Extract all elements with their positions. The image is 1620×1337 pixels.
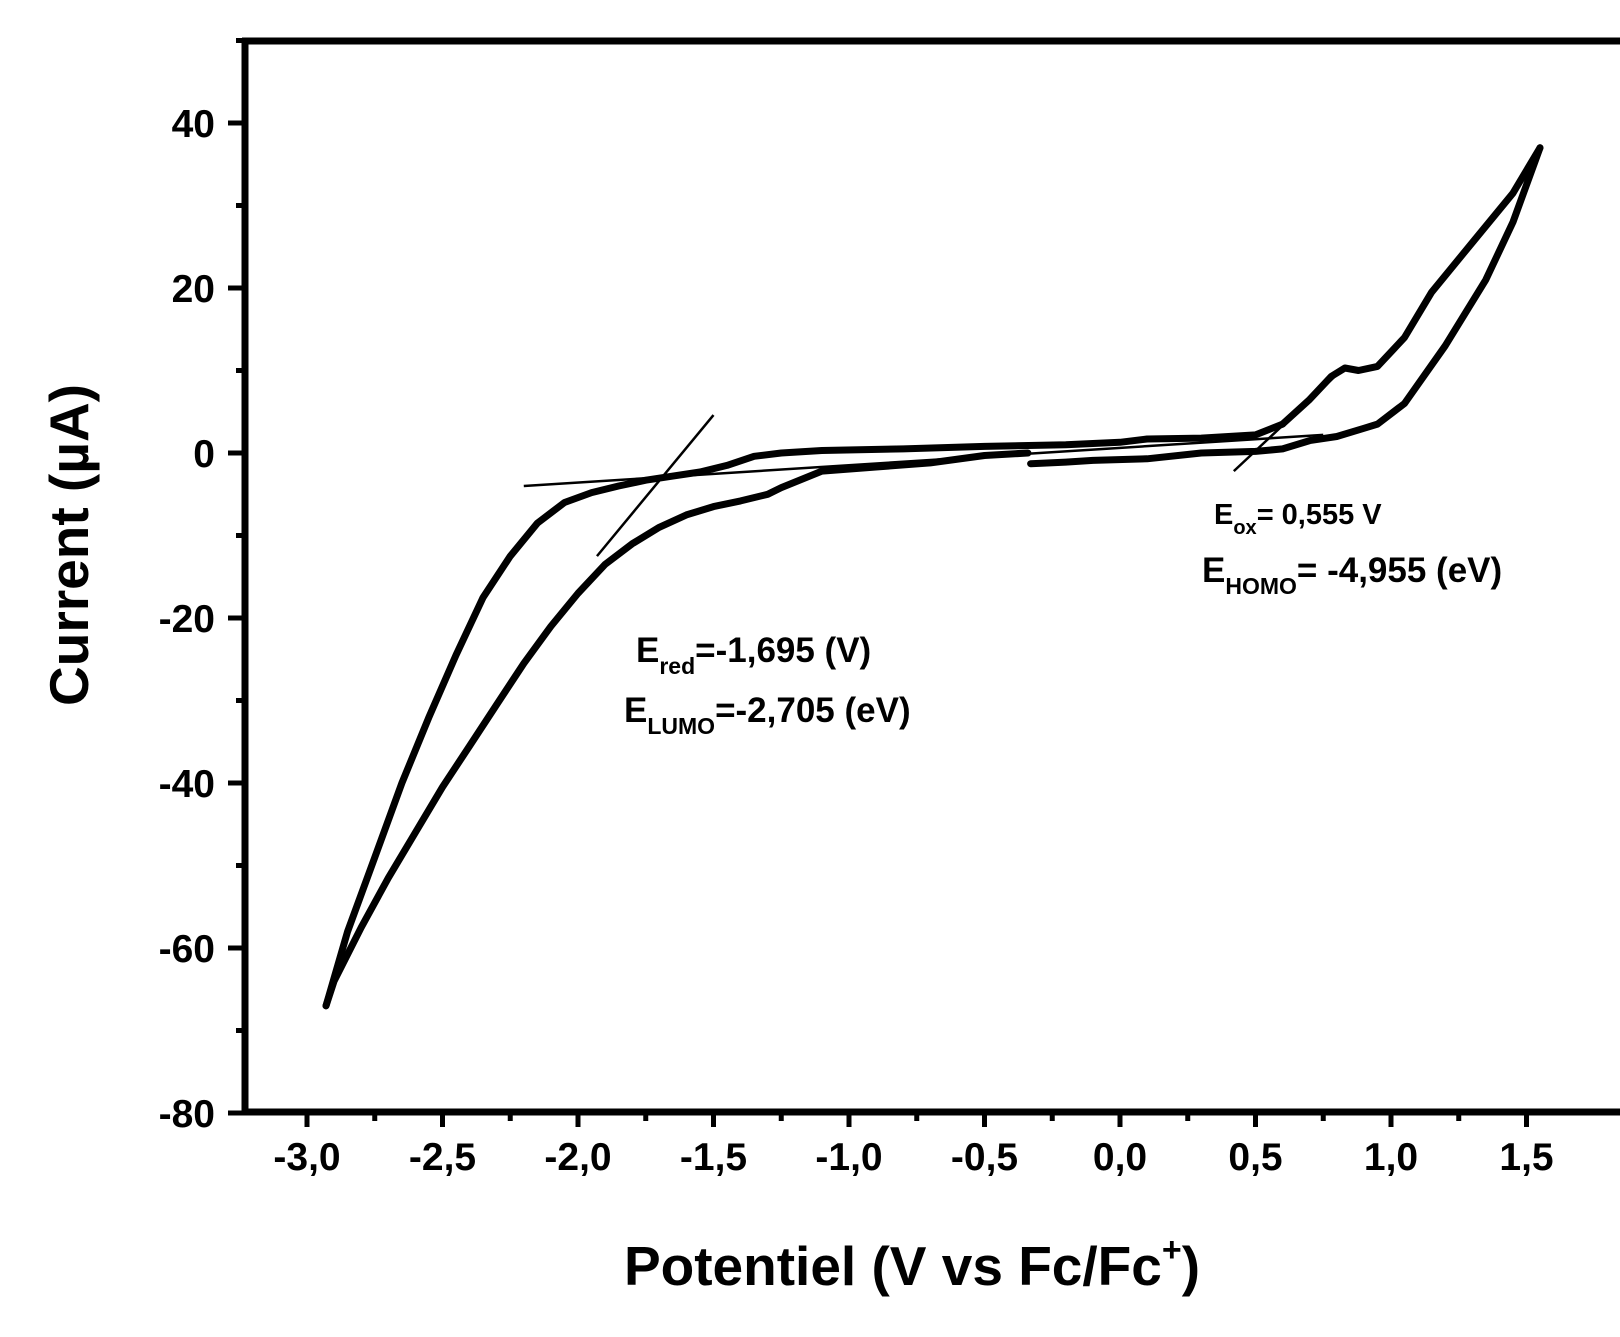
tangent-line-2 xyxy=(596,414,715,557)
x-tick-label: -1,0 xyxy=(815,1136,882,1179)
x-tick-label: -0,5 xyxy=(951,1136,1018,1179)
x-tick-label: -2,0 xyxy=(544,1136,611,1179)
y-tick-label: -20 xyxy=(159,598,215,641)
cv-trace-segment-4 xyxy=(1027,144,1544,468)
tangent-line-3 xyxy=(1232,371,1341,473)
x-tick-label: -3,0 xyxy=(273,1136,340,1179)
x-tick-label: -2,5 xyxy=(409,1136,476,1179)
x-axis-title: Potentiel (V vs Fc/Fc+) xyxy=(624,1231,1200,1297)
x-axis-ticks: -3,0 -2,5 -2,0 -1,5 -1,0 -0,5 0,0 0,5 1,0 1,5 xyxy=(273,1112,1554,1179)
x-tick-label: 0,0 xyxy=(1093,1136,1147,1179)
y-axis-title: Current (µA) xyxy=(38,384,100,706)
plot-lines xyxy=(322,144,1544,1010)
cv-trace-segment-1 xyxy=(322,449,1032,1010)
x-tick-label: 1,5 xyxy=(1499,1136,1553,1179)
annotation-e-lumo: ELUMO=-2,705 (eV) xyxy=(624,691,911,739)
tangent-line-1 xyxy=(523,433,1324,488)
y-tick-label: -80 xyxy=(159,1093,215,1136)
x-tick-label: 0,5 xyxy=(1228,1136,1282,1179)
y-tick-label: 0 xyxy=(193,433,215,476)
x-tick-label: 1,0 xyxy=(1364,1136,1418,1179)
y-tick-label: 20 xyxy=(172,268,215,311)
annotation-e-red: Ered=-1,695 (V) xyxy=(636,631,871,679)
x-tick-label: -1,5 xyxy=(680,1136,747,1179)
cv-trace-segment-3 xyxy=(1279,144,1544,428)
annotation-e-homo: EHOMO= -4,955 (eV) xyxy=(1202,551,1502,599)
y-axis-ticks: 40 20 0 -20 -40 -60 -80 xyxy=(159,38,245,1136)
y-tick-label: 40 xyxy=(172,103,215,146)
y-tick-label: -40 xyxy=(159,763,215,806)
annotation-e-ox: Eox= 0,555 V xyxy=(1214,499,1382,539)
y-tick-label: -60 xyxy=(159,928,215,971)
